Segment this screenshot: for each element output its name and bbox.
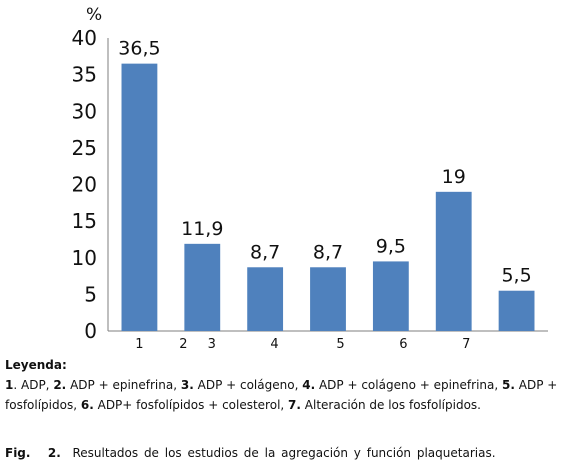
data-label-7: 5,5 — [501, 265, 531, 287]
x-tick-label-6: 6 — [399, 337, 407, 350]
caption-label: Fig. — [5, 446, 31, 460]
y-tick-label-3: 15 — [72, 209, 97, 233]
bars — [121, 63, 535, 331]
x-tick-label-2: 2 — [179, 337, 187, 350]
legend-text-7: Alteración de los fosfolípidos. — [304, 398, 481, 412]
y-tick-label-6: 30 — [72, 99, 97, 123]
bar-2 — [184, 243, 221, 331]
figure-caption: Fig. 2. Resultados de los estudios de la… — [5, 446, 573, 460]
x-tick-label-5: 5 — [336, 337, 344, 350]
legend: Leyenda: 1. ADP, 2. ADP + epinefrina, 3.… — [5, 355, 573, 415]
data-labels: 36,5 11,9 8,7 8,7 9,5 19 5,5 — [118, 38, 531, 287]
bar-6 — [435, 191, 472, 331]
legend-num-3: 3. — [180, 378, 194, 392]
x-tick-label-4: 4 — [270, 337, 278, 350]
bar-5 — [372, 261, 409, 331]
y-tick-label-7: 35 — [72, 63, 97, 87]
legend-num-1: 1 — [5, 378, 14, 392]
x-tick-label-1: 1 — [135, 337, 143, 350]
y-tick-label-2: 10 — [72, 246, 97, 270]
bar-1 — [121, 63, 158, 331]
y-tick-label-4: 20 — [72, 173, 97, 197]
x-axis-ticks: 1 2 3 4 5 6 7 — [135, 337, 470, 350]
legend-text-1: ADP, — [21, 378, 50, 392]
legend-num-6: 6. — [80, 398, 94, 412]
x-tick-label-7: 7 — [462, 337, 470, 350]
data-label-2: 11,9 — [181, 218, 223, 240]
legend-num-7: 7. — [288, 398, 301, 412]
data-label-1: 36,5 — [118, 38, 160, 60]
y-unit-label: % — [86, 5, 102, 25]
bar-4 — [310, 267, 346, 331]
legend-title: Leyenda: — [5, 358, 67, 372]
legend-text-2: ADP + epinefrina, — [70, 378, 178, 392]
legend-text-6: ADP+ fosfolípidos + colesterol, — [97, 398, 285, 412]
y-tick-label-5: 25 — [72, 136, 97, 160]
y-tick-label-0: 0 — [84, 319, 97, 343]
legend-item-1: . — [13, 378, 21, 392]
y-tick-label-1: 5 — [84, 282, 97, 306]
legend-num-2: 2. — [53, 378, 67, 392]
caption-text: Resultados de los estudios de la agregac… — [72, 446, 496, 460]
data-label-6: 19 — [442, 166, 466, 188]
legend-num-4: 4. — [302, 378, 316, 392]
bar-7 — [498, 290, 535, 331]
legend-text: 1. ADP, 2. ADP + epinefrina, 3. ADP + co… — [5, 375, 573, 415]
y-tick-label-8: 40 — [72, 26, 97, 50]
legend-text-5: ADP + fosfolípidos, — [5, 378, 558, 412]
legend-num-5: 5. — [502, 378, 515, 392]
x-tick-label-3: 3 — [208, 337, 216, 350]
legend-text-4: ADP + colágeno + epinefrina, — [318, 378, 499, 392]
data-label-4: 8,7 — [313, 241, 343, 263]
data-label-5: 9,5 — [376, 235, 406, 257]
legend-text-3: ADP + colágeno, — [197, 378, 299, 392]
data-label-3: 8,7 — [250, 241, 280, 263]
bar-3 — [247, 267, 284, 331]
y-axis-ticks: 0 5 10 15 20 25 30 35 40 — [72, 26, 97, 343]
caption-number: 2. — [47, 446, 61, 460]
